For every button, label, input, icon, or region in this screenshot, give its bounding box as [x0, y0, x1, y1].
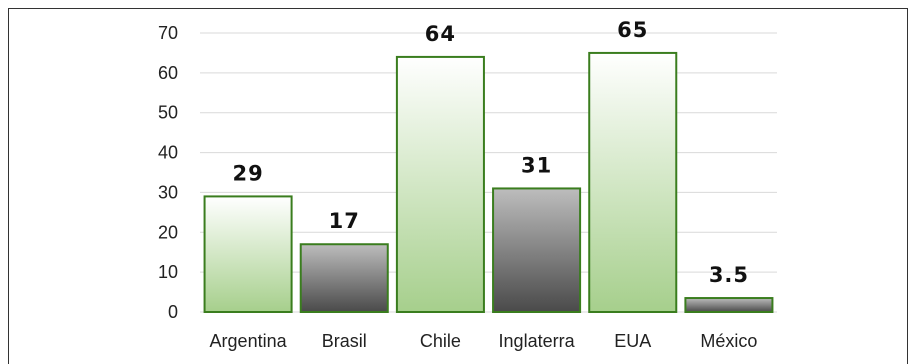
data-label: 31	[521, 153, 552, 177]
bars	[203, 51, 774, 314]
category-label: Argentina	[210, 331, 288, 351]
data-label: 65	[617, 18, 648, 42]
category-label: EUA	[614, 331, 651, 351]
y-tick-label: 30	[158, 182, 178, 202]
data-label: 3.5	[709, 263, 749, 287]
bar-eua	[588, 51, 678, 314]
chart-frame	[8, 8, 908, 364]
data-label: 17	[329, 209, 360, 233]
y-axis-ticks: 0 10 20 30 40 50 60 70	[158, 23, 178, 322]
data-label: 29	[232, 161, 263, 185]
y-tick-label: 20	[158, 222, 178, 242]
category-label: Chile	[420, 331, 461, 351]
y-tick-label: 50	[158, 103, 178, 123]
y-tick-label: 10	[158, 262, 178, 282]
data-label: 64	[425, 22, 456, 46]
category-label: Brasil	[322, 331, 367, 351]
bar-chile	[395, 55, 485, 313]
category-labels: Argentina Brasil Chile Inglaterra EUA México	[210, 331, 758, 351]
bar-argentina	[203, 195, 293, 314]
category-label: Inglaterra	[499, 331, 576, 351]
y-tick-label: 70	[158, 23, 178, 43]
y-tick-label: 0	[168, 302, 178, 322]
bar-méxico	[684, 297, 774, 313]
y-tick-label: 40	[158, 143, 178, 163]
data-labels: 29 17 64 31 65 3.5	[232, 18, 749, 287]
y-tick-label: 60	[158, 63, 178, 83]
bar-inglaterra	[492, 187, 582, 313]
grid-lines	[200, 32, 777, 313]
category-label: México	[700, 331, 757, 351]
bar-brasil	[299, 243, 389, 313]
